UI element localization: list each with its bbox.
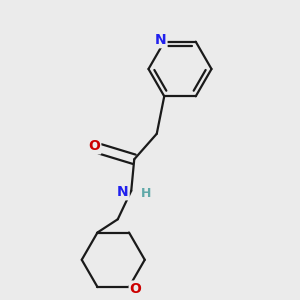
Text: N: N — [117, 185, 129, 199]
Text: O: O — [88, 140, 100, 153]
Text: N: N — [155, 33, 167, 47]
Text: O: O — [130, 282, 142, 296]
Text: H: H — [140, 187, 151, 200]
